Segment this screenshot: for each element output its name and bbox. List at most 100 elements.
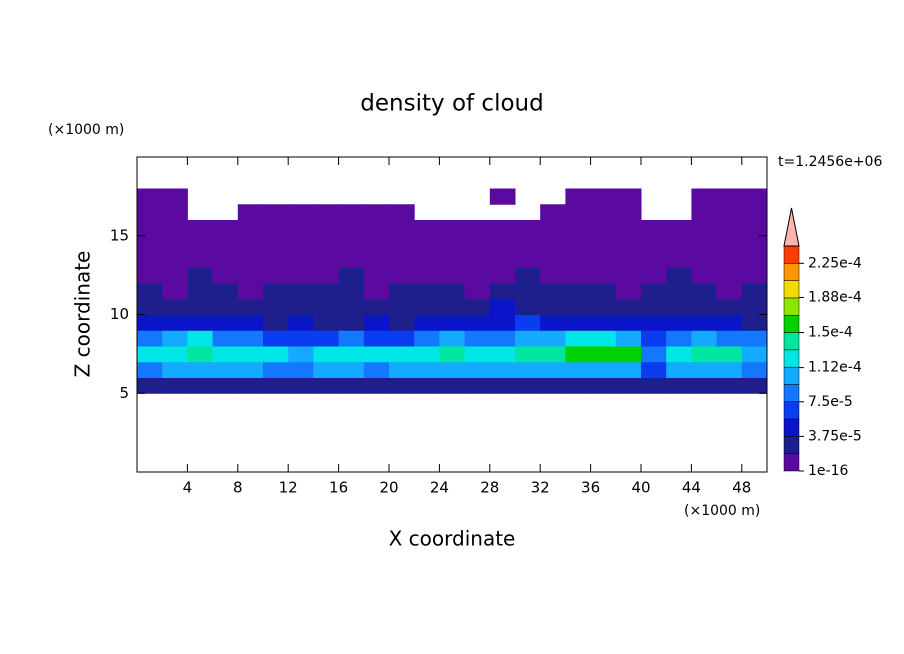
contour-cell bbox=[263, 330, 289, 347]
contour-cell bbox=[237, 330, 264, 347]
contour-cell bbox=[439, 377, 466, 394]
contour-cell bbox=[590, 204, 617, 221]
contour-cell bbox=[212, 251, 239, 268]
contour-cell bbox=[666, 298, 692, 315]
contour-cell bbox=[363, 330, 390, 347]
contour-cell bbox=[590, 267, 617, 284]
contour-cell bbox=[641, 346, 667, 363]
contour-cell bbox=[212, 283, 239, 300]
x-tick-label: 16 bbox=[329, 479, 348, 497]
contour-cell bbox=[187, 220, 214, 237]
colorbar-band bbox=[783, 332, 800, 351]
x-axis-title: X coordinate bbox=[389, 527, 516, 551]
contour-cell bbox=[464, 377, 491, 394]
x-tick-label: 48 bbox=[732, 479, 751, 497]
contour-cell bbox=[389, 298, 415, 315]
contour-cell bbox=[540, 283, 566, 300]
contour-cell bbox=[691, 361, 718, 378]
contour-cell bbox=[615, 361, 642, 378]
contour-cell bbox=[540, 314, 566, 331]
contour-cell bbox=[414, 377, 440, 394]
contour-cell bbox=[515, 283, 541, 300]
contour-cell bbox=[565, 330, 592, 347]
contour-cell bbox=[565, 298, 592, 315]
contour-cell bbox=[489, 314, 516, 331]
contour-cell bbox=[716, 283, 743, 300]
contour-cell bbox=[565, 251, 592, 268]
contour-cell bbox=[641, 314, 667, 331]
contour-cell bbox=[288, 251, 314, 268]
contour-cell bbox=[540, 346, 566, 363]
contour-cell bbox=[565, 267, 592, 284]
contour-cell bbox=[389, 283, 415, 300]
contour-cell bbox=[414, 220, 440, 237]
contour-cell bbox=[489, 377, 516, 394]
contour-cell bbox=[389, 314, 415, 331]
contour-cell bbox=[237, 235, 264, 252]
contour-cell bbox=[137, 220, 163, 237]
colorbar-tick-label: 3.75e-5 bbox=[808, 428, 862, 444]
contour-cell bbox=[162, 283, 188, 300]
contour-cell bbox=[615, 188, 642, 205]
contour-cell bbox=[741, 283, 768, 300]
contour-cell bbox=[515, 361, 541, 378]
contour-cell bbox=[590, 283, 617, 300]
colorbar-band bbox=[783, 401, 800, 420]
contour-cell bbox=[338, 283, 365, 300]
contour-cell bbox=[187, 298, 214, 315]
contour-cell bbox=[565, 204, 592, 221]
contour-cell bbox=[716, 361, 743, 378]
contour-cell bbox=[212, 267, 239, 284]
contour-cell bbox=[615, 235, 642, 252]
colorbar-band bbox=[783, 245, 800, 264]
contour-cell bbox=[641, 361, 667, 378]
contour-cell bbox=[389, 377, 415, 394]
contour-cell bbox=[615, 314, 642, 331]
contour-cell bbox=[187, 346, 214, 363]
contour-cell bbox=[515, 330, 541, 347]
contour-cell bbox=[666, 251, 692, 268]
contour-cell bbox=[565, 235, 592, 252]
contour-cell bbox=[716, 298, 743, 315]
x-tick-label: 40 bbox=[631, 479, 650, 497]
contour-cell bbox=[540, 298, 566, 315]
contour-cell bbox=[641, 283, 667, 300]
contour-cell bbox=[237, 298, 264, 315]
y-tick-label: 15 bbox=[110, 226, 129, 244]
contour-cell bbox=[439, 346, 466, 363]
contour-cell bbox=[716, 267, 743, 284]
x-tick-label: 8 bbox=[233, 479, 243, 497]
colorbar-tick-label: 7.5e-5 bbox=[808, 394, 853, 410]
contour-cell bbox=[741, 298, 768, 315]
contour-cell bbox=[313, 235, 340, 252]
contour-cell bbox=[716, 235, 743, 252]
contour-cell bbox=[565, 283, 592, 300]
contour-cell bbox=[716, 314, 743, 331]
contour-cell bbox=[137, 283, 163, 300]
contour-cell bbox=[363, 314, 390, 331]
contour-cell bbox=[137, 298, 163, 315]
contour-cell bbox=[313, 267, 340, 284]
contour-cell bbox=[741, 377, 768, 394]
contour-cell bbox=[237, 346, 264, 363]
contour-cell bbox=[263, 314, 289, 331]
contour-cell bbox=[363, 283, 390, 300]
axes: 4 8 12 16 20 24 28 32 36 40 44 48510151e-163.75e-57… bbox=[110, 156, 862, 497]
contour-cell bbox=[313, 251, 340, 268]
colorbar-band bbox=[783, 297, 800, 316]
contour-cell bbox=[716, 251, 743, 268]
contour-cell bbox=[313, 220, 340, 237]
contour-cell bbox=[162, 251, 188, 268]
contour-cell bbox=[666, 235, 692, 252]
contour-cell bbox=[666, 283, 692, 300]
contour-cell bbox=[237, 314, 264, 331]
contour-cell bbox=[540, 235, 566, 252]
contour-cell bbox=[615, 204, 642, 221]
colorbar-tick-label: 2.25e-4 bbox=[808, 255, 862, 271]
contour-cell bbox=[489, 220, 516, 237]
contour-cell bbox=[439, 251, 466, 268]
contour-cell bbox=[741, 251, 768, 268]
contour-cell bbox=[137, 267, 163, 284]
contour-cell bbox=[187, 267, 214, 284]
x-tick-label: 12 bbox=[279, 479, 298, 497]
